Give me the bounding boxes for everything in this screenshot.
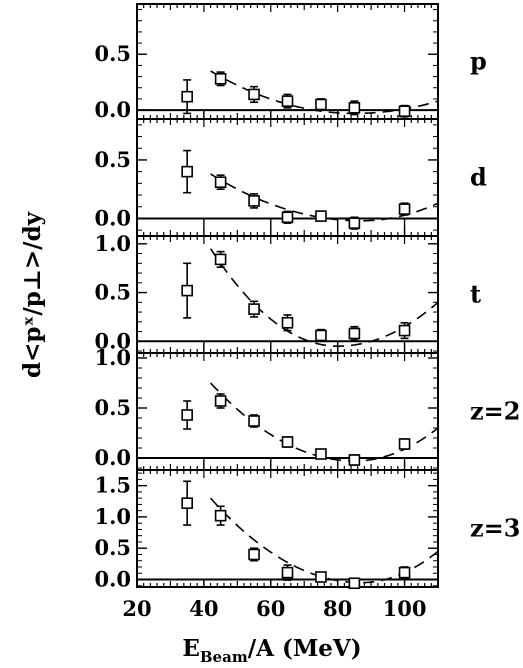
data-point bbox=[348, 454, 361, 466]
data-point bbox=[248, 415, 260, 427]
data-point bbox=[281, 316, 294, 329]
y-axis-label: d<pˣ/p⊥>/dy bbox=[19, 211, 46, 378]
fit-curve bbox=[210, 173, 439, 222]
y-tick-label: 0.0 bbox=[94, 566, 131, 591]
panel-frame bbox=[136, 469, 439, 588]
x-tick-label: 80 bbox=[323, 596, 352, 621]
data-point bbox=[398, 566, 411, 579]
data-point bbox=[181, 165, 193, 178]
fit-curve bbox=[209, 248, 439, 347]
y-tick-label: 0.5 bbox=[94, 147, 131, 172]
data-point bbox=[214, 509, 227, 522]
data-point bbox=[181, 90, 193, 103]
panel-label: d bbox=[470, 163, 487, 192]
y-tick-label: 0.5 bbox=[94, 41, 131, 66]
data-point bbox=[398, 324, 411, 337]
data-point bbox=[214, 253, 227, 266]
y-tick-label: 0.0 bbox=[94, 205, 131, 230]
x-axis-label: EBeam/A (MeV) bbox=[182, 635, 361, 666]
data-point bbox=[348, 102, 361, 114]
data-point bbox=[248, 303, 260, 315]
x-tick-label: 40 bbox=[189, 596, 218, 621]
data-point bbox=[248, 88, 260, 101]
data-point bbox=[315, 448, 327, 460]
data-point bbox=[181, 497, 193, 509]
data-point bbox=[398, 105, 411, 117]
panel-5: 0.0 0.5 1.0 1.5 z=3 bbox=[94, 469, 520, 591]
data-point bbox=[248, 548, 260, 561]
data-point bbox=[315, 210, 327, 222]
data-point bbox=[214, 395, 227, 407]
y-tick-label: 0.0 bbox=[94, 97, 131, 122]
data-point bbox=[348, 327, 361, 340]
panel-label: z=2 bbox=[470, 397, 520, 426]
data-point bbox=[281, 211, 294, 224]
y-tick-label: 1.0 bbox=[94, 231, 131, 256]
data-point bbox=[281, 566, 294, 579]
y-tick-label: 0.5 bbox=[94, 535, 131, 560]
x-tick-label: 60 bbox=[256, 596, 285, 621]
y-tick-label: 0.0 bbox=[94, 328, 131, 353]
panel-label: z=3 bbox=[470, 514, 520, 543]
data-point bbox=[398, 203, 411, 215]
data-point bbox=[315, 98, 327, 111]
y-tick-label: 1.0 bbox=[94, 345, 131, 370]
y-tick-label: 0.0 bbox=[94, 445, 131, 470]
y-tick-label: 0.5 bbox=[94, 395, 131, 420]
data-point bbox=[281, 436, 294, 448]
data-point bbox=[181, 284, 193, 297]
data-point bbox=[315, 571, 327, 583]
data-point bbox=[214, 176, 227, 188]
y-tick-label: 1.0 bbox=[94, 504, 131, 529]
y-tick-label: 1.5 bbox=[94, 473, 131, 498]
panel-4: 0.0 0.5 1.0 z=2 bbox=[94, 345, 520, 471]
data-point bbox=[181, 409, 193, 421]
panel-label: p bbox=[470, 47, 487, 76]
data-point bbox=[214, 73, 227, 85]
panel-label: t bbox=[470, 280, 481, 309]
x-tick-label: 20 bbox=[122, 596, 151, 621]
panel-3: 0.0 0.5 1.0 t bbox=[94, 231, 481, 354]
data-point bbox=[281, 95, 294, 107]
y-tick-label: 0.5 bbox=[94, 280, 131, 305]
data-point bbox=[315, 329, 327, 342]
panel-1: 0.0 0.5 p bbox=[94, 3, 487, 122]
panel-2: 0.0 0.5 d bbox=[94, 118, 487, 237]
data-point bbox=[248, 195, 260, 207]
x-tick-label: 100 bbox=[383, 596, 427, 621]
data-point bbox=[398, 438, 411, 450]
data-point bbox=[348, 577, 361, 590]
panels: 0.00.5 p0.00.5d0.00.51.0t0.00.51.0z=20.00… bbox=[94, 3, 520, 621]
data-point bbox=[348, 217, 361, 229]
